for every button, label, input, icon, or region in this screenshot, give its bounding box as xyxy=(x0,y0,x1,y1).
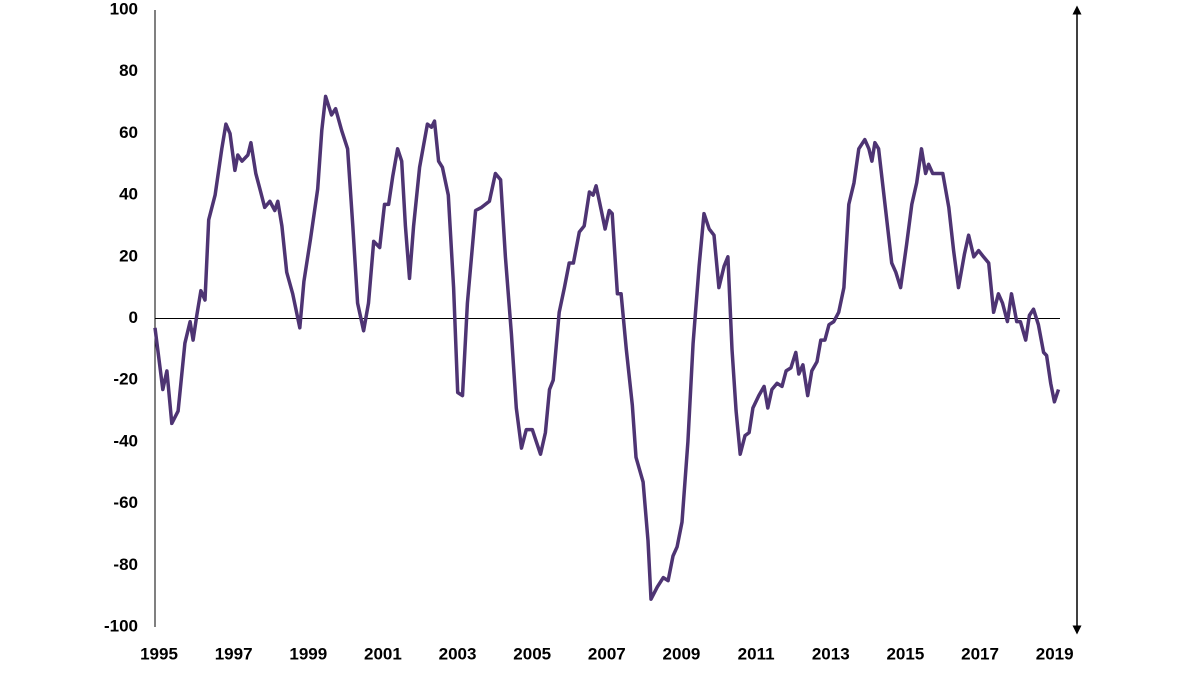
y-tick-label: -40 xyxy=(113,431,138,450)
x-tick-label: 2011 xyxy=(738,644,775,663)
x-tick-label: 1995 xyxy=(140,644,178,663)
x-tick-label: 1997 xyxy=(215,644,253,663)
y-tick-label: -20 xyxy=(113,370,138,389)
series-line xyxy=(153,94,1061,601)
x-tick-label: 1999 xyxy=(289,644,327,663)
x-tick-label: 2015 xyxy=(886,644,924,663)
x-tick-label: 2013 xyxy=(812,644,850,663)
x-tick-label: 2007 xyxy=(588,644,626,663)
x-tick-label: 2005 xyxy=(513,644,551,663)
y-tick-label: 40 xyxy=(119,185,138,204)
y-tick-label: -100 xyxy=(104,616,138,635)
y-tick-label: -80 xyxy=(113,555,138,574)
y-tick-label: 80 xyxy=(119,61,138,80)
x-tick-label: 2019 xyxy=(1036,644,1074,663)
y-tick-label: 0 xyxy=(129,308,138,327)
y-tick-label: 60 xyxy=(119,123,138,142)
x-tick-label: 2001 xyxy=(364,644,402,663)
y-tick-label: -60 xyxy=(113,493,138,512)
x-tick-label: 2017 xyxy=(961,644,999,663)
y-tick-label: 100 xyxy=(110,0,138,18)
x-tick-label: 2009 xyxy=(663,644,701,663)
y-tick-label: 20 xyxy=(119,246,138,265)
x-tick-label: 2003 xyxy=(439,644,477,663)
